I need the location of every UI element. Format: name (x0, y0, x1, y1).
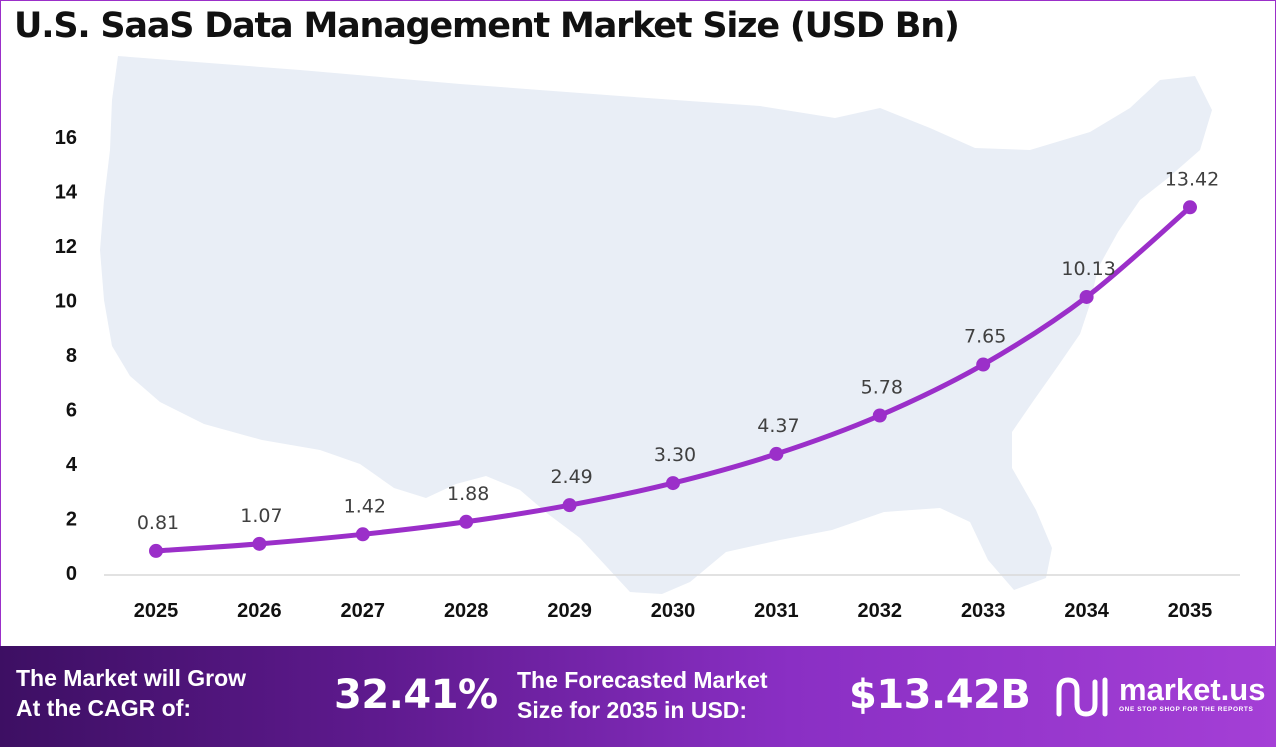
brand-name: market.us (1119, 672, 1266, 707)
y-tick-label: 14 (55, 182, 78, 204)
y-tick-label: 12 (55, 236, 77, 258)
data-label-2025: 0.81 (137, 512, 179, 534)
x-tick-label: 2032 (858, 600, 903, 622)
data-point-2030 (666, 476, 680, 491)
y-tick-label: 4 (66, 454, 78, 476)
x-tick-label: 2027 (341, 600, 386, 622)
x-tick-label: 2029 (547, 600, 592, 622)
data-point-2025 (149, 543, 163, 558)
data-point-2035 (1183, 200, 1197, 215)
market-us-logo-icon (1056, 677, 1108, 717)
data-point-2029 (562, 498, 577, 513)
data-label-2034: 10.13 (1061, 258, 1115, 280)
data-label-2033: 7.65 (964, 326, 1006, 348)
market-us-logo[interactable]: market.us ONE STOP SHOP FOR THE REPORTS (1055, 672, 1270, 722)
data-label-2027: 1.42 (344, 495, 386, 517)
data-label-2035: 13.42 (1165, 168, 1219, 190)
y-tick-label: 10 (55, 291, 77, 313)
market-size-line-chart: 0 2 4 6 8 10 12 14 16 2025 2026 2027 2028 2029 2030 20… (55, 56, 1240, 622)
x-tick-label: 2025 (134, 600, 179, 622)
chart-title: U.S. SaaS Data Management Market Size (U… (14, 6, 960, 46)
y-tick-label: 6 (66, 400, 77, 422)
data-label-2026: 1.07 (240, 505, 282, 527)
x-tick-label: 2031 (754, 600, 799, 622)
us-map-background (100, 56, 1212, 594)
data-point-2027 (355, 527, 370, 542)
x-tick-label: 2030 (651, 600, 696, 622)
data-label-2029: 2.49 (550, 466, 592, 488)
x-tick-label: 2035 (1168, 600, 1213, 622)
forecast-text: The Forecasted Market Size for 2035 in U… (517, 667, 768, 723)
data-point-2032 (872, 408, 887, 423)
x-tick-label: 2028 (444, 600, 489, 622)
y-tick-label: 16 (55, 127, 77, 149)
data-point-2033 (976, 357, 991, 372)
data-label-2032: 5.78 (861, 376, 903, 398)
brand-tagline: ONE STOP SHOP FOR THE REPORTS (1119, 706, 1254, 713)
forecast-value: $13.42B (849, 672, 1031, 718)
y-tick-label: 2 (66, 509, 77, 531)
cagr-text: The Market will Grow At the CAGR of: (16, 665, 247, 721)
data-point-2028 (459, 514, 474, 529)
y-tick-label: 0 (66, 563, 77, 585)
data-point-2031 (769, 446, 784, 461)
summary-banner: The Market will Grow At the CAGR of: 32.… (0, 646, 1276, 747)
data-label-2028: 1.88 (447, 483, 489, 505)
data-point-2034 (1079, 289, 1094, 304)
x-tick-label: 2034 (1064, 600, 1109, 622)
data-label-2030: 3.30 (654, 444, 696, 466)
data-label-2031: 4.37 (757, 415, 799, 437)
y-tick-label: 8 (66, 345, 77, 367)
x-tick-label: 2033 (961, 600, 1006, 622)
data-point-2026 (252, 536, 267, 551)
x-tick-label: 2026 (237, 600, 282, 622)
cagr-value: 32.41% (334, 672, 498, 718)
